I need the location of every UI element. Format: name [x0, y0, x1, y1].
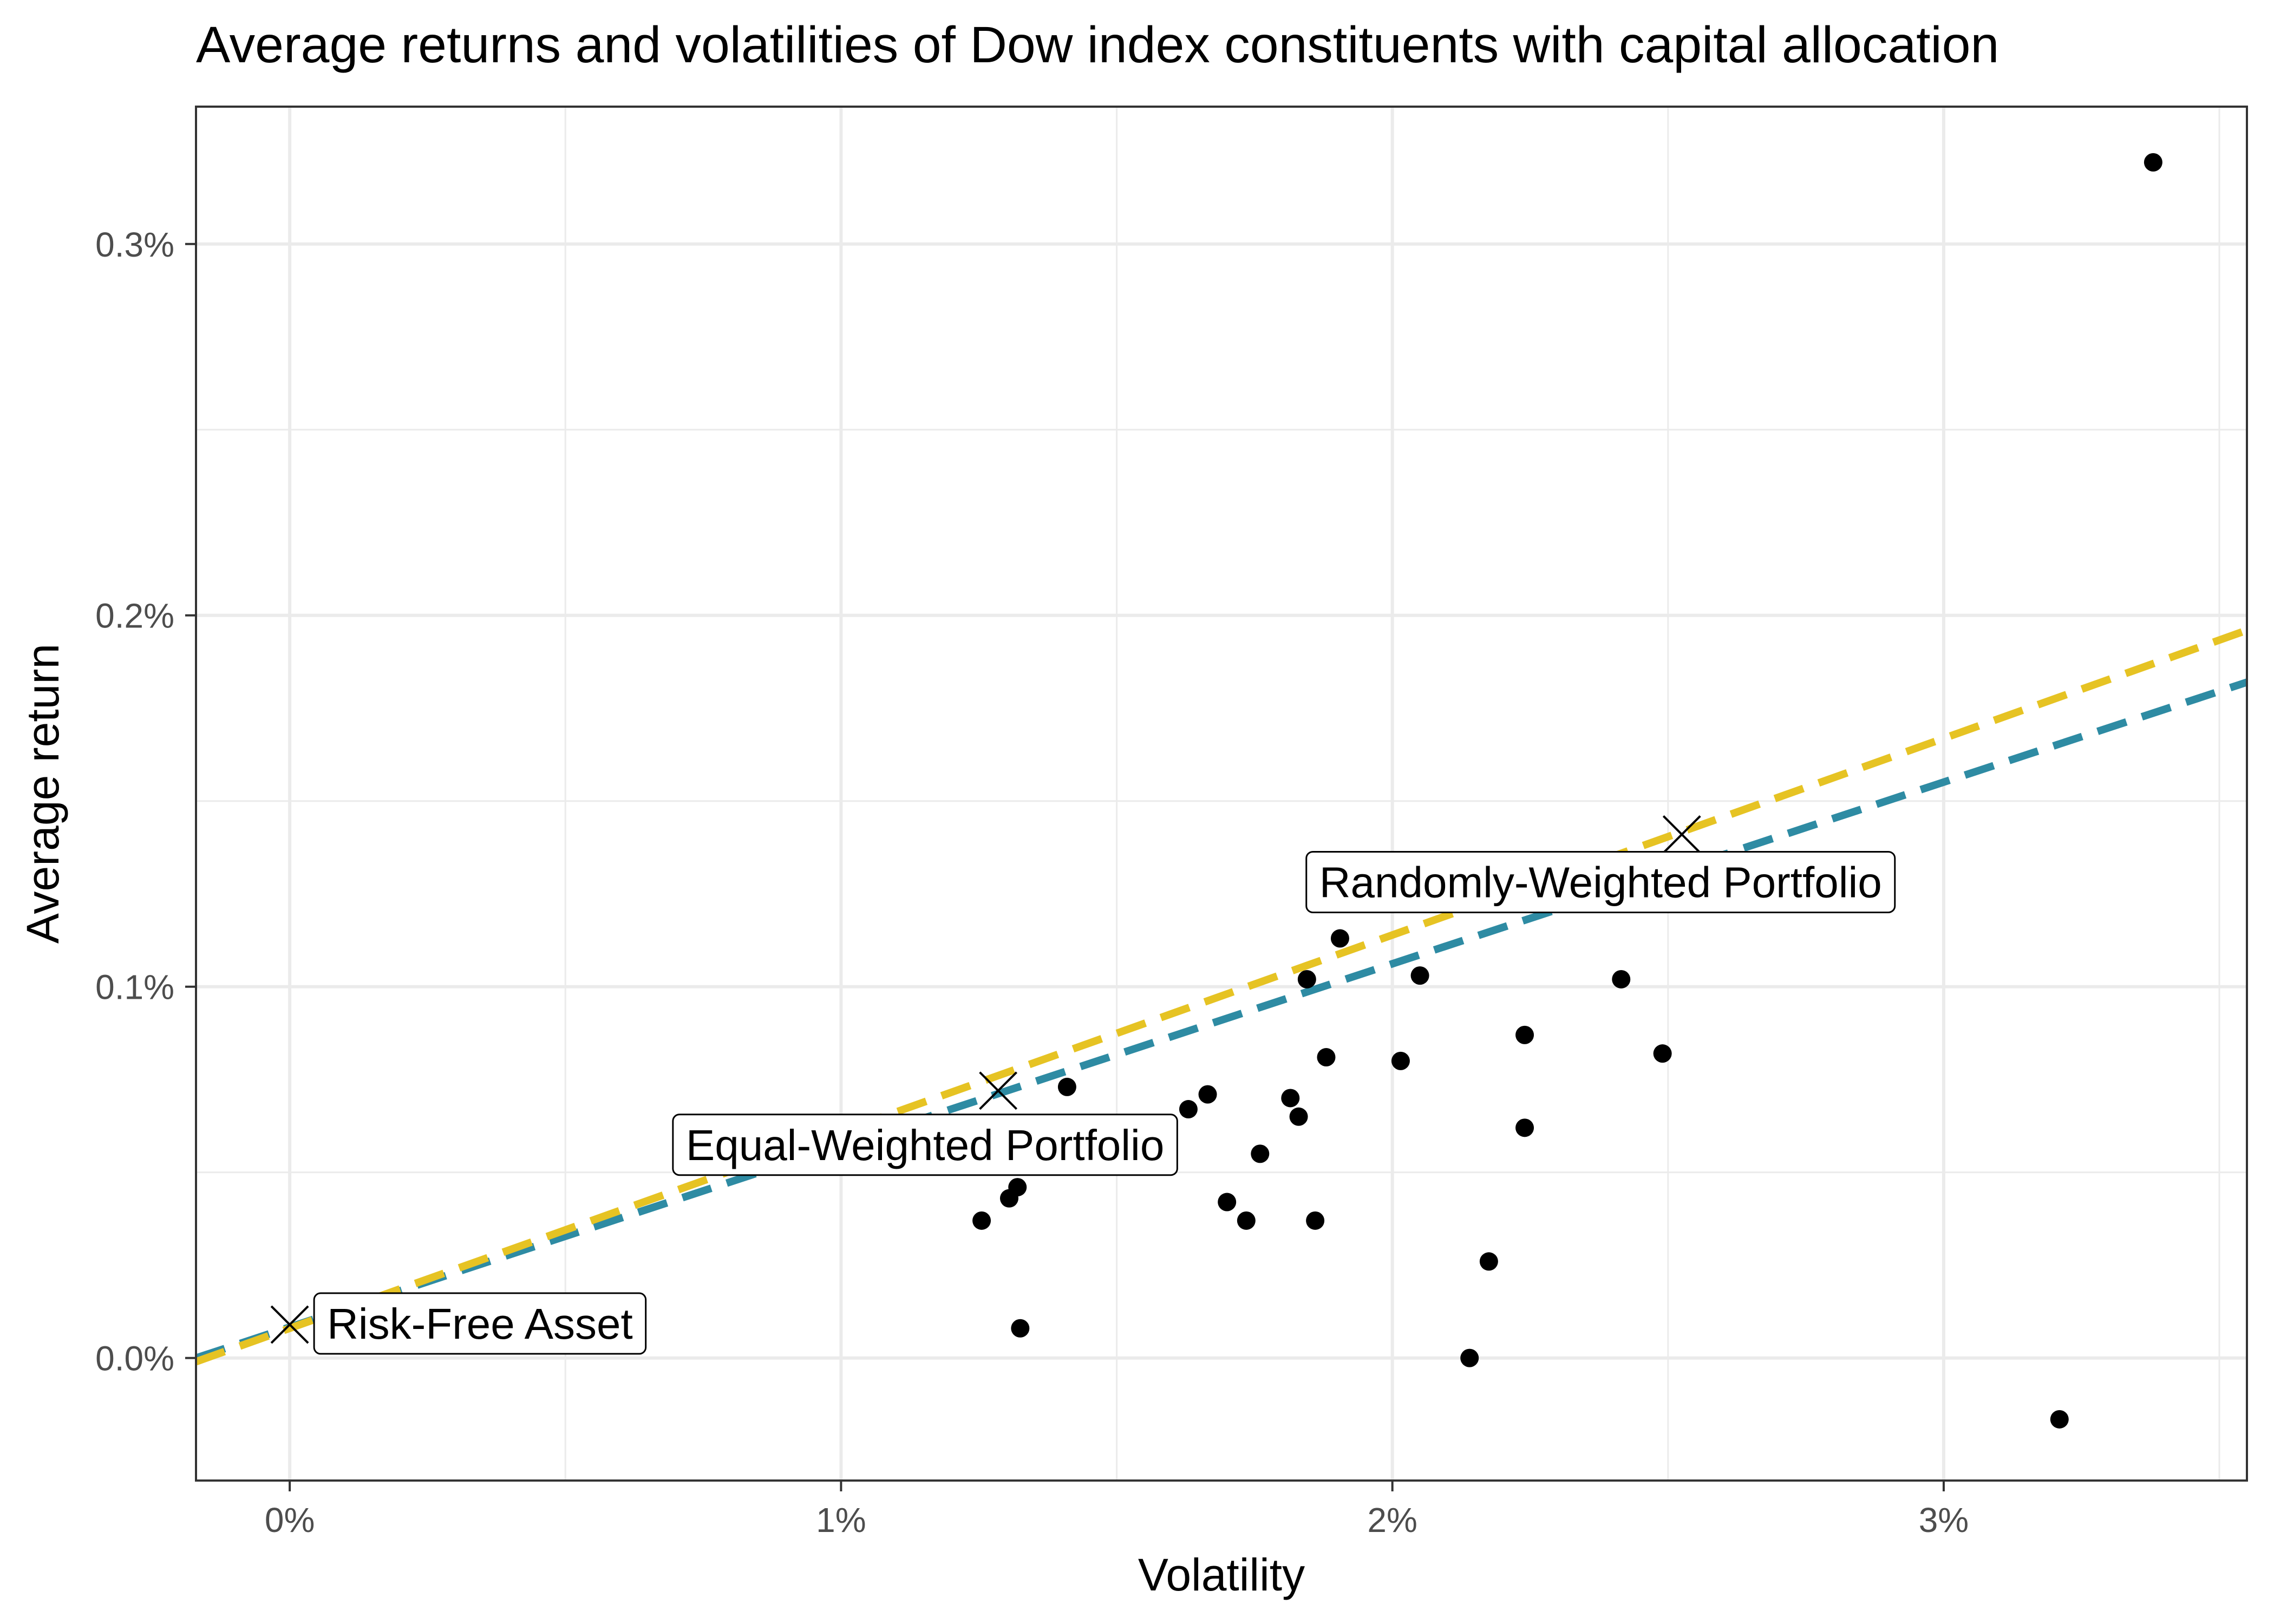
- portfolio-markers: Risk-Free Asset Equal-Weighted Portfolio R…: [270, 815, 1896, 1355]
- data-point: [972, 1211, 991, 1230]
- portfolio-label: Randomly-Weighted Portfolio: [1319, 858, 1882, 906]
- data-point: [2050, 1410, 2069, 1429]
- chart-title: Average returns and volatilities of Dow …: [196, 16, 1999, 74]
- portfolio-label-box: [1305, 850, 1896, 913]
- data-point: [1391, 1051, 1410, 1070]
- data-points: [972, 153, 2162, 1429]
- portfolio-label-box: [672, 1114, 1178, 1176]
- data-point: [1515, 1025, 1534, 1044]
- x-tick-label: 0%: [265, 1501, 315, 1540]
- portfolio-cross-marker: [270, 1305, 309, 1344]
- data-point: [1289, 1107, 1308, 1126]
- y-tick-label: 0.2%: [95, 597, 174, 636]
- data-point: [1479, 1252, 1498, 1271]
- data-point: [1317, 1048, 1336, 1067]
- portfolio-label: Equal-Weighted Portfolio: [686, 1121, 1164, 1169]
- portfolio-1: Risk-Free Asset: [270, 1292, 647, 1355]
- data-point: [1011, 1319, 1030, 1338]
- y-tick-label: 0.0%: [95, 1339, 174, 1378]
- data-point: [1218, 1193, 1237, 1212]
- portfolio-cross-marker: [1662, 815, 1701, 854]
- data-point: [1410, 966, 1429, 985]
- data-point: [1306, 1211, 1325, 1230]
- axes: 0% 1% 2% 3% 0.0% 0.1% 0.2% 0.3%: [95, 225, 1969, 1540]
- grid-layer: [196, 107, 2247, 1481]
- data-point: [1281, 1089, 1300, 1108]
- x-axis-label: Volatility: [1138, 1549, 1305, 1600]
- data-point: [1251, 1144, 1270, 1163]
- data-point: [1460, 1348, 1479, 1367]
- data-point: [1612, 970, 1631, 988]
- allocation-line-line-random: [194, 626, 2249, 1366]
- allocation-line-line-equal: [194, 678, 2249, 1362]
- x-tick-label: 1%: [816, 1501, 866, 1540]
- data-point: [1653, 1044, 1672, 1063]
- data-point: [999, 1189, 1018, 1208]
- data-point: [1297, 970, 1316, 988]
- portfolio-label: Risk-Free Asset: [327, 1300, 633, 1348]
- data-point: [1330, 929, 1349, 948]
- portfolio-3: Randomly-Weighted Portfolio: [1305, 815, 1896, 913]
- data-point: [1237, 1211, 1256, 1230]
- data-point: [1515, 1118, 1534, 1137]
- data-point: [1198, 1085, 1217, 1104]
- portfolio-cross-marker: [979, 1071, 1018, 1110]
- x-tick-label: 3%: [1919, 1501, 1969, 1540]
- data-point: [2144, 153, 2162, 172]
- data-point: [1179, 1100, 1198, 1119]
- y-axis-label: Average return: [17, 644, 68, 944]
- data-point: [1057, 1077, 1076, 1096]
- panel-border: [195, 106, 2248, 1482]
- allocation-lines: [194, 626, 2249, 1366]
- x-tick-label: 2%: [1367, 1501, 1417, 1540]
- y-tick-label: 0.3%: [95, 225, 174, 264]
- panel-background: [196, 107, 2247, 1481]
- y-tick-label: 0.1%: [95, 968, 174, 1007]
- portfolio-2: Equal-Weighted Portfolio: [672, 1071, 1178, 1176]
- portfolio-label-box: [313, 1292, 647, 1355]
